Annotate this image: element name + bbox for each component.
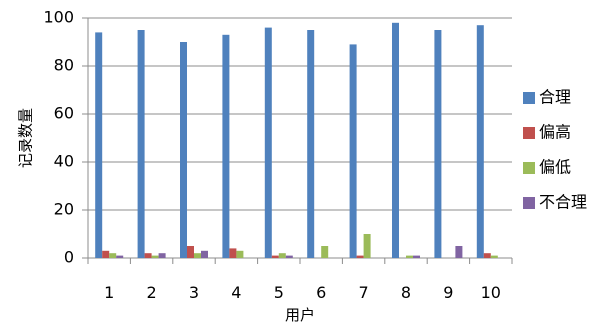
bar xyxy=(413,255,420,258)
x-tick-label: 3 xyxy=(189,283,199,302)
x-tick-label: 9 xyxy=(443,283,453,302)
bar xyxy=(201,250,208,258)
x-axis: 1 2 3 4 5 6 7 8 9 10 xyxy=(87,257,513,302)
bar xyxy=(102,250,110,258)
bar xyxy=(116,255,124,258)
bar xyxy=(222,34,230,258)
x-tick-label: 1 xyxy=(104,283,114,302)
legend-swatch xyxy=(523,127,535,139)
bar xyxy=(356,255,364,258)
bar xyxy=(137,30,145,258)
bar xyxy=(483,253,491,258)
bar xyxy=(180,42,187,258)
legend-label: 偏低 xyxy=(539,158,571,177)
x-tick-label: 5 xyxy=(274,283,284,302)
bar xyxy=(158,253,166,258)
bar xyxy=(109,253,117,258)
bar xyxy=(151,255,159,258)
bar xyxy=(144,253,152,258)
y-axis: 0 20 40 60 80 100 xyxy=(43,8,89,267)
x-tick-label: 4 xyxy=(231,283,241,302)
x-tick-label: 6 xyxy=(316,283,326,302)
y-tick-label: 80 xyxy=(54,56,74,75)
y-axis-title: 记录数量 xyxy=(17,108,35,168)
x-tick-label: 7 xyxy=(359,283,369,302)
bar xyxy=(490,255,498,258)
legend-swatch xyxy=(523,197,535,209)
bar xyxy=(271,255,279,258)
bar xyxy=(476,25,484,259)
bar xyxy=(194,253,201,258)
legend-label: 不合理 xyxy=(539,193,587,212)
x-tick-label: 8 xyxy=(401,283,411,302)
bar xyxy=(406,255,413,258)
bar xyxy=(187,246,194,258)
y-tick-label: 60 xyxy=(54,104,74,123)
bar xyxy=(455,246,463,258)
y-tick-label: 20 xyxy=(54,200,74,219)
x-tick-label: 10 xyxy=(481,283,501,302)
y-tick-label: 40 xyxy=(54,152,74,171)
bar xyxy=(95,32,103,259)
legend-label: 偏高 xyxy=(539,123,571,142)
bar xyxy=(321,246,329,258)
bar xyxy=(264,27,272,258)
bar xyxy=(229,248,237,258)
gridlines xyxy=(88,17,512,259)
legend-swatch xyxy=(523,162,535,174)
y-tick-label: 100 xyxy=(43,8,74,27)
bar xyxy=(285,255,293,258)
bar xyxy=(349,44,357,259)
bar xyxy=(363,234,371,258)
y-tick-label: 0 xyxy=(64,248,74,267)
bar xyxy=(434,30,442,258)
x-tick-label: 2 xyxy=(147,283,157,302)
legend-swatch xyxy=(523,92,535,104)
bar xyxy=(392,22,399,258)
bar xyxy=(307,30,315,258)
legend-label: 合理 xyxy=(539,88,571,107)
bar xyxy=(236,250,244,258)
x-axis-title: 用户 xyxy=(285,306,315,324)
bars xyxy=(95,22,498,259)
bar xyxy=(278,253,286,258)
